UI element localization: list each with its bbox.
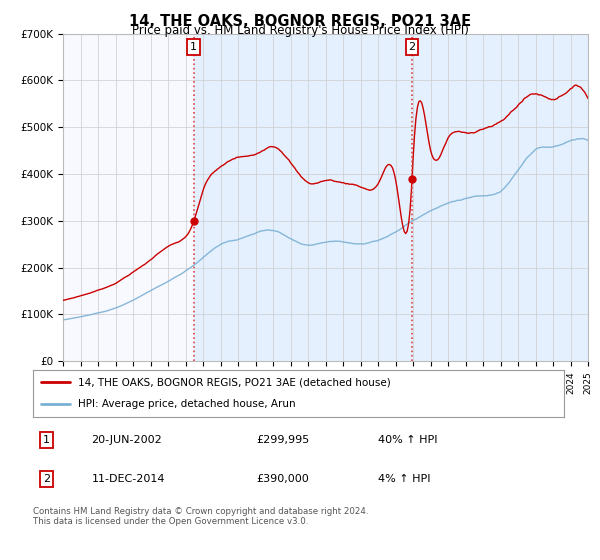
Text: 1: 1 [190,42,197,52]
Text: 14, THE OAKS, BOGNOR REGIS, PO21 3AE (detached house): 14, THE OAKS, BOGNOR REGIS, PO21 3AE (de… [78,377,391,388]
Text: 2: 2 [43,474,50,484]
Text: £390,000: £390,000 [256,474,309,484]
Text: 20-JUN-2002: 20-JUN-2002 [91,435,162,445]
Bar [194,34,588,361]
Text: 1: 1 [43,435,50,445]
Text: Contains HM Land Registry data © Crown copyright and database right 2024.
This d: Contains HM Land Registry data © Crown c… [33,507,368,526]
Text: HPI: Average price, detached house, Arun: HPI: Average price, detached house, Arun [78,399,296,409]
Text: 4% ↑ HPI: 4% ↑ HPI [378,474,431,484]
Text: 14, THE OAKS, BOGNOR REGIS, PO21 3AE: 14, THE OAKS, BOGNOR REGIS, PO21 3AE [129,14,471,29]
Text: £299,995: £299,995 [256,435,309,445]
Text: 11-DEC-2014: 11-DEC-2014 [91,474,165,484]
Text: 2: 2 [409,42,416,52]
Text: Price paid vs. HM Land Registry's House Price Index (HPI): Price paid vs. HM Land Registry's House … [131,24,469,37]
Text: 40% ↑ HPI: 40% ↑ HPI [378,435,437,445]
